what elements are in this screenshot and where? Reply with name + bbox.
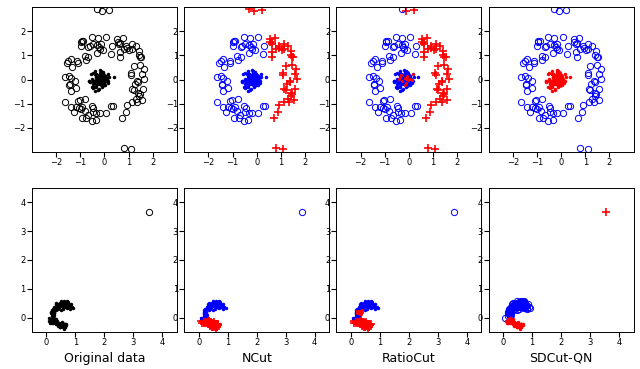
X-axis label: Original data: Original data [64,352,145,365]
X-axis label: NCut: NCut [241,352,272,365]
X-axis label: RatioCut: RatioCut [382,352,436,365]
X-axis label: SDCut-QN: SDCut-QN [529,352,593,365]
